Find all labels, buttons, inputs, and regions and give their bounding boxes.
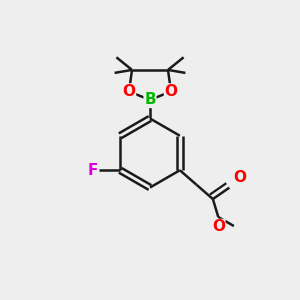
- Text: O: O: [212, 220, 225, 235]
- Text: O: O: [122, 84, 136, 99]
- Text: B: B: [144, 92, 156, 107]
- Text: O: O: [233, 170, 246, 185]
- Text: F: F: [87, 163, 98, 178]
- Text: O: O: [164, 84, 178, 99]
